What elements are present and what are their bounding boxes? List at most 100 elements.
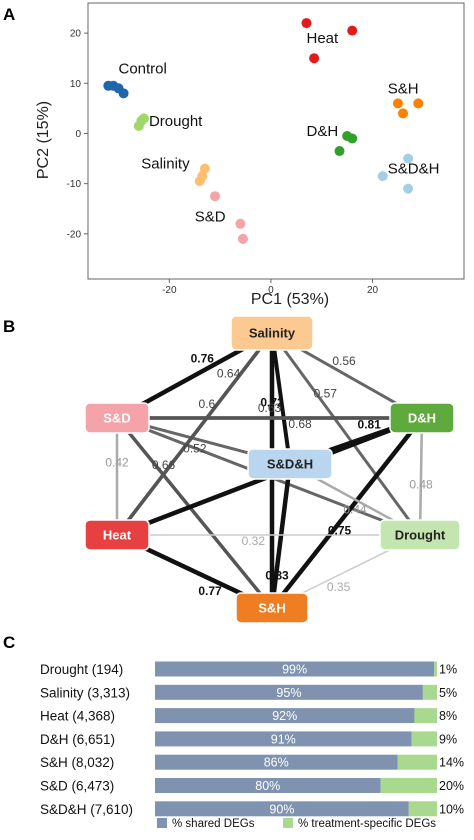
bar-row: Drought (194) 99% 1% [40, 661, 457, 677]
cluster-label-heat: Heat [306, 30, 339, 47]
bar-shared [155, 708, 415, 724]
edge-weight-label: 0.81 [358, 417, 382, 431]
category-label: D&H (6,651) [40, 732, 115, 747]
node-drought: Drought [379, 519, 461, 551]
edge-weight-label: 0.66 [152, 458, 176, 472]
y-axis-title: PC2 (15%) [35, 101, 52, 179]
edge-dh-drought [418, 417, 424, 536]
data-point-s-h [398, 108, 409, 119]
edge-weight-label: 0.35 [327, 580, 351, 594]
specific-pct-label: 10% [439, 802, 464, 816]
specific-pct-label: 8% [439, 709, 457, 723]
bar-row: S&D (6,473) 80% 20% [40, 778, 464, 794]
category-label: Salinity (3,313) [40, 685, 130, 700]
node-box [235, 592, 309, 624]
node-label: D&H [408, 411, 436, 426]
y-tick-label: 10 [70, 79, 82, 90]
x-tick-label: 20 [367, 285, 379, 296]
bar-specific [422, 684, 437, 700]
data-point-s-d [235, 218, 246, 229]
bar-row: Heat (4,368) 92% 8% [40, 708, 457, 724]
category-label: S&D&H (7,610) [40, 802, 133, 817]
edge-weight-label: 0.56 [332, 354, 356, 368]
x-axis-title: PC1 (53%) [251, 291, 329, 308]
pca-scatter-plot: -20 0 20 20 10 0 -10 -20 Control Drought Salinity… [35, 2, 465, 308]
data-point-heat [301, 18, 312, 29]
edge-weight-label: 0.76 [191, 351, 215, 365]
cluster-label-d-h: D&H [306, 123, 338, 140]
category-label: Heat (4,368) [40, 709, 115, 724]
bar-shared [155, 801, 409, 817]
data-point-s-h [413, 98, 424, 109]
shared-pct-label: 91% [271, 732, 296, 746]
specific-pct-label: 9% [439, 732, 457, 746]
bar-shared [155, 778, 381, 793]
y-tick-label: -20 [67, 229, 82, 240]
shared-pct-label: 99% [282, 663, 307, 677]
edge-weight-label: 0.6 [199, 397, 216, 411]
node-label: S&D [103, 411, 130, 426]
bar-specific [380, 778, 437, 793]
category-label: Drought (194) [40, 662, 123, 677]
specific-pct-label: 14% [439, 756, 464, 770]
node-box [84, 402, 150, 434]
cluster-label-control: Control [118, 60, 166, 77]
data-point-control [118, 88, 129, 99]
node-box [84, 519, 150, 551]
legend-swatch-shared [157, 818, 167, 828]
node-salinity: Salinity [230, 315, 314, 351]
legend: % shared DEGs % treatment-specific DEGs [157, 818, 436, 830]
cluster-label-salinity: Salinity [141, 156, 190, 173]
category-label: S&D (6,473) [40, 779, 114, 794]
edge-weight-label: 0.52 [183, 442, 207, 456]
edge-weight-label: 0.68 [288, 417, 312, 431]
edge-sdh-sh [269, 463, 293, 609]
bar-specific [411, 731, 437, 747]
cluster-label-s-d: S&D [195, 208, 226, 225]
data-point-salinity [199, 163, 210, 174]
node-label: Drought [395, 528, 446, 543]
edge-weight-label: 0.42 [105, 456, 129, 470]
data-point-salinity [194, 176, 205, 187]
edge-weight-label: 0.32 [242, 534, 266, 548]
shared-pct-label: 95% [276, 686, 301, 700]
correlation-network: 0.760.560.60.720.570.630.660.530.420.520… [84, 315, 461, 624]
specific-pct-label: 5% [439, 686, 457, 700]
bar-shared [155, 684, 423, 700]
bar-specific [408, 801, 437, 817]
data-point-s-h [392, 98, 403, 109]
panel-b-label: B [3, 317, 15, 336]
node-box [389, 402, 455, 434]
node-d-h: D&H [389, 402, 455, 434]
cluster-label-s-d-h: S&D&H [388, 161, 440, 178]
deg-stacked-bar-chart: Drought (194) 99% 1% Salinity (3,313) 95% 5% H… [40, 661, 464, 830]
data-point-d-h [347, 133, 358, 144]
node-heat: Heat [84, 519, 150, 551]
edge-weight-label: 0.72 [260, 395, 284, 409]
node-box [230, 315, 314, 351]
x-tick-label: -20 [162, 285, 177, 296]
node-label: Heat [103, 528, 132, 543]
node-s-h: S&H [235, 592, 309, 624]
data-point-d-h [334, 146, 345, 157]
legend-label-shared: % shared DEGs [172, 818, 255, 830]
data-point-s-d-h [377, 171, 388, 182]
bar-row: S&D&H (7,610) 90% 10% [40, 801, 464, 817]
y-tick-label: -10 [67, 179, 82, 190]
y-tick-label: 0 [75, 129, 81, 140]
bar-row: Salinity (3,313) 95% 5% [40, 684, 457, 700]
cluster-label-s-h: S&H [388, 80, 419, 97]
node-box [247, 448, 333, 480]
panel-c-label: C [3, 633, 15, 652]
bar-specific [434, 661, 437, 677]
edge-weight-label: 0.48 [409, 478, 433, 492]
edge-weight-label: 0.57 [314, 387, 338, 401]
shared-pct-label: 92% [272, 709, 297, 723]
bar-row: D&H (6,651) 91% 9% [40, 731, 457, 747]
specific-pct-label: 20% [439, 779, 464, 793]
edge-weight-label: 0.75 [328, 524, 352, 538]
plot-frame [87, 2, 465, 280]
bar-specific [397, 754, 437, 770]
data-point-heat [309, 53, 320, 64]
